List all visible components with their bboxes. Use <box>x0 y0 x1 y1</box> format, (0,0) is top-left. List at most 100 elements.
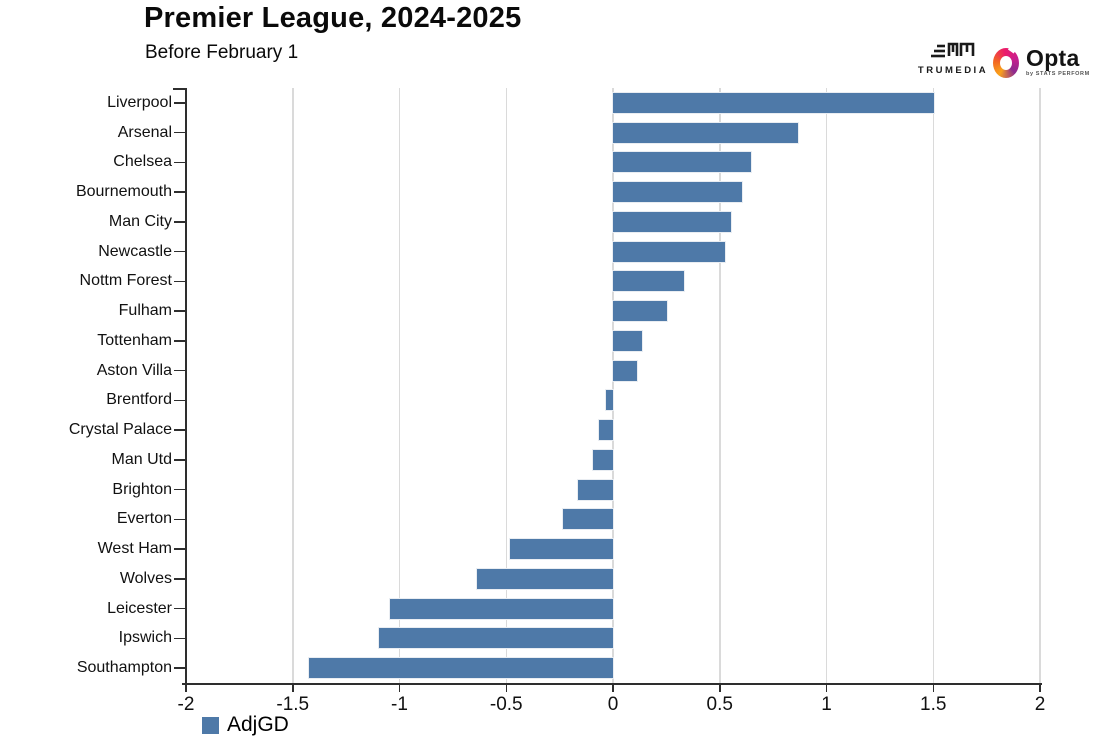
x-tick-1 <box>825 683 828 692</box>
y-tick-6 <box>174 280 186 283</box>
bar-brentford <box>604 389 614 412</box>
bar-wolves <box>476 567 614 590</box>
y-label-brighton: Brighton <box>112 480 172 498</box>
x-tick--2 <box>185 683 187 692</box>
gridline-x-1.5 <box>932 88 934 683</box>
y-label-wolves: Wolves <box>119 569 172 587</box>
y-tick-1 <box>174 131 186 134</box>
y-tick-9 <box>174 369 186 372</box>
chart-title: Premier League, 2024-2025 <box>144 2 522 34</box>
legend: AdjGD <box>202 713 289 737</box>
trumedia-logo: TRUMEDIA <box>916 40 990 76</box>
legend-label: AdjGD <box>227 713 289 736</box>
x-tick-label-2: 2 <box>1034 694 1046 715</box>
x-tick--1.5 <box>292 683 294 692</box>
y-tick-17 <box>174 607 186 610</box>
gridline-x-2 <box>1039 88 1041 683</box>
trumedia-logo-label: TRUMEDIA <box>917 65 989 76</box>
y-label-newcastle: Newcastle <box>98 242 172 260</box>
y-tick-19 <box>174 667 186 669</box>
gridline-x-0.5 <box>719 88 721 683</box>
y-label-brentford: Brentford <box>106 391 172 409</box>
bar-west-ham <box>508 538 614 561</box>
bar-nottm-forest <box>612 270 686 293</box>
gridline-x--1.5 <box>292 88 294 683</box>
y-tick-5 <box>174 250 186 253</box>
x-tick-label-0: 0 <box>607 694 619 715</box>
x-tick-2 <box>1039 683 1041 692</box>
gridline-x-0 <box>612 88 614 683</box>
y-label-chelsea: Chelsea <box>113 153 172 171</box>
opta-logo: Opta by STATS PERFORM <box>993 46 1090 78</box>
y-tick-12 <box>174 459 186 461</box>
bar-chelsea <box>612 151 752 174</box>
x-tick-0.5 <box>719 683 721 692</box>
x-tick-label--0.5: -0.5 <box>489 694 523 715</box>
bar-ipswich <box>378 627 614 650</box>
bar-bournemouth <box>612 181 744 204</box>
bar-southampton <box>307 657 614 680</box>
y-tick-0 <box>174 102 186 104</box>
y-tick-14 <box>174 518 186 521</box>
y-tick-7 <box>174 310 186 312</box>
y-tick-4 <box>174 221 186 223</box>
opta-logo-sublabel: by STATS PERFORM <box>1026 71 1090 77</box>
bar-newcastle <box>612 240 727 263</box>
y-label-tottenham: Tottenham <box>97 331 172 349</box>
y-label-aston-villa: Aston Villa <box>96 361 172 379</box>
x-tick-label--2: -2 <box>177 694 195 715</box>
x-tick-1.5 <box>932 683 934 692</box>
gridline-x--0.5 <box>505 88 507 683</box>
y-label-bournemouth: Bournemouth <box>75 183 172 201</box>
gridline-x--1 <box>398 88 401 683</box>
y-axis-line <box>185 88 187 683</box>
x-tick-label-0.5: 0.5 <box>706 694 733 715</box>
bar-fulham <box>612 300 669 323</box>
x-tick-label-1.5: 1.5 <box>920 694 947 715</box>
y-label-man-utd: Man Utd <box>111 450 172 468</box>
opta-logo-label: Opta <box>1026 45 1080 71</box>
y-label-ipswich: Ipswich <box>118 629 172 647</box>
y-tick-11 <box>174 429 186 431</box>
y-label-nottm-forest: Nottm Forest <box>79 272 172 290</box>
plot-area: Liverpool Arsenal Chelsea Bournemouth Man Ci… <box>69 88 1045 715</box>
bar-man-utd <box>591 448 614 471</box>
x-axis-line <box>182 682 1042 685</box>
y-label-southampton: Southampton <box>76 659 172 677</box>
y-label-crystal-palace: Crystal Palace <box>68 421 172 439</box>
x-tick-label-1: 1 <box>821 694 832 715</box>
y-label-man-city: Man City <box>108 212 172 230</box>
chart-subtitle: Before February 1 <box>145 42 299 63</box>
bar-aston-villa <box>612 359 639 382</box>
y-label-everton: Everton <box>116 510 172 528</box>
y-label-arsenal: Arsenal <box>117 123 172 141</box>
x-tick-label--1: -1 <box>391 694 408 715</box>
opta-ring-icon <box>993 48 1019 78</box>
x-tick-0 <box>612 683 614 692</box>
y-label-leicester: Leicester <box>107 599 172 617</box>
bar-man-city <box>612 210 733 233</box>
y-axis-top-tick <box>173 88 186 90</box>
y-label-west-ham: West Ham <box>97 540 172 558</box>
bar-brighton <box>576 478 614 501</box>
y-tick-2 <box>174 161 186 164</box>
bar-leicester <box>388 597 614 620</box>
bar-tottenham <box>612 329 643 352</box>
y-label-liverpool: Liverpool <box>107 93 172 111</box>
y-tick-18 <box>174 637 186 640</box>
bar-everton <box>561 508 614 531</box>
bar-crystal-palace <box>598 419 614 442</box>
y-label-fulham: Fulham <box>118 302 172 320</box>
legend-swatch-adjgd <box>202 716 219 734</box>
x-tick--1 <box>398 683 401 692</box>
y-tick-8 <box>174 340 186 342</box>
bar-liverpool <box>612 91 936 114</box>
y-tick-3 <box>174 191 186 193</box>
y-tick-16 <box>174 578 186 580</box>
trumedia-logo-icon <box>931 42 975 58</box>
x-tick-label--1.5: -1.5 <box>276 694 310 715</box>
x-tick--0.5 <box>505 683 507 692</box>
bar-arsenal <box>612 121 799 144</box>
y-tick-13 <box>174 488 186 491</box>
